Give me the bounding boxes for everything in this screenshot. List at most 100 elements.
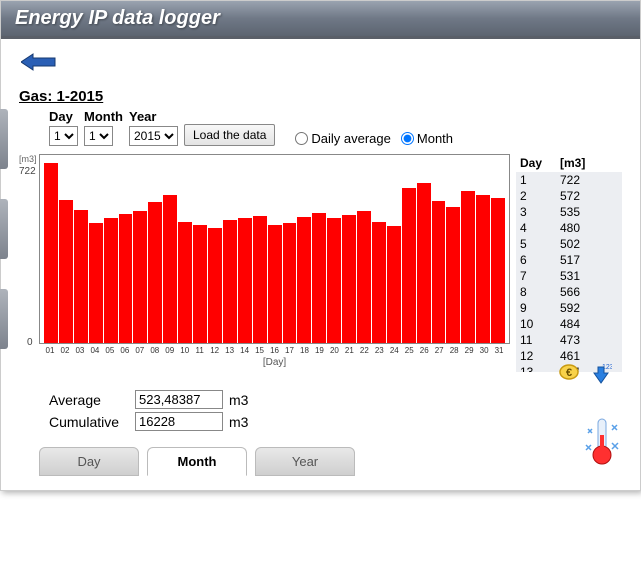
table-col-day: Day bbox=[520, 156, 560, 170]
cell-day: 7 bbox=[520, 269, 560, 283]
cell-value: 572 bbox=[560, 189, 580, 203]
x-tick: 18 bbox=[297, 346, 311, 355]
table-row: 8566 bbox=[516, 284, 622, 300]
side-decoration bbox=[0, 109, 8, 379]
x-tick: 02 bbox=[58, 346, 72, 355]
cell-value: 473 bbox=[560, 333, 580, 347]
page-subtitle: Gas: 1-2015 bbox=[19, 88, 622, 105]
export-icon[interactable]: 123 bbox=[590, 361, 612, 390]
chart-x-label: [Day] bbox=[39, 357, 510, 368]
x-tick: 28 bbox=[447, 346, 461, 355]
chart-y-min: 0 bbox=[27, 337, 33, 348]
chart-bar bbox=[163, 195, 177, 343]
bottom-tabs: Day Month Year bbox=[19, 437, 622, 490]
cell-value: 535 bbox=[560, 205, 580, 219]
table-row: 7531 bbox=[516, 268, 622, 284]
x-tick: 24 bbox=[387, 346, 401, 355]
x-tick: 03 bbox=[73, 346, 87, 355]
chart-bar bbox=[193, 225, 207, 343]
x-tick: 10 bbox=[178, 346, 192, 355]
average-value bbox=[135, 390, 223, 409]
chart-bar bbox=[223, 220, 237, 343]
x-tick: 19 bbox=[312, 346, 326, 355]
stats-block: Average m3 Cumulative m3 bbox=[49, 390, 622, 431]
cell-value: 480 bbox=[560, 221, 580, 235]
bar-chart: [m3] 722 0 01020304050607080910111213141… bbox=[19, 154, 510, 372]
tab-day[interactable]: Day bbox=[39, 447, 139, 476]
month-select[interactable]: 1 bbox=[84, 126, 113, 146]
chart-bar bbox=[357, 211, 371, 343]
year-label: Year bbox=[129, 109, 156, 124]
chart-bar bbox=[297, 217, 311, 343]
chart-bar bbox=[417, 183, 431, 343]
chart-bar bbox=[387, 226, 401, 343]
cell-value: 592 bbox=[560, 301, 580, 315]
chart-bar bbox=[178, 222, 192, 343]
x-tick: 05 bbox=[103, 346, 117, 355]
chart-y-max: 722 bbox=[19, 166, 36, 177]
x-tick: 26 bbox=[417, 346, 431, 355]
cell-day: 4 bbox=[520, 221, 560, 235]
chart-bar bbox=[402, 188, 416, 343]
load-data-button[interactable]: Load the data bbox=[184, 124, 275, 146]
x-tick: 27 bbox=[432, 346, 446, 355]
table-row: 10484 bbox=[516, 316, 622, 332]
x-tick: 23 bbox=[372, 346, 386, 355]
chart-bar bbox=[74, 210, 88, 343]
x-tick: 15 bbox=[253, 346, 267, 355]
chart-bar bbox=[342, 215, 356, 343]
table-row: 9592 bbox=[516, 300, 622, 316]
chart-bar bbox=[476, 195, 490, 343]
cell-day: 9 bbox=[520, 301, 560, 315]
action-icons: € 123 bbox=[558, 361, 612, 390]
x-tick: 17 bbox=[283, 346, 297, 355]
chart-bar bbox=[89, 223, 103, 343]
year-select[interactable]: 2015 bbox=[129, 126, 178, 146]
x-tick: 14 bbox=[238, 346, 252, 355]
cell-day: 3 bbox=[520, 205, 560, 219]
radio-month[interactable]: Month bbox=[401, 131, 453, 146]
back-arrow-icon[interactable] bbox=[21, 53, 57, 76]
x-tick: 04 bbox=[88, 346, 102, 355]
radio-month-input[interactable] bbox=[401, 132, 414, 145]
chart-bar bbox=[133, 211, 147, 343]
table-body[interactable]: 1722257235354480550265177531856695921048… bbox=[516, 172, 622, 372]
x-tick: 16 bbox=[268, 346, 282, 355]
chart-bar bbox=[44, 163, 58, 343]
month-label: Month bbox=[84, 109, 123, 124]
cell-value: 722 bbox=[560, 173, 580, 187]
tab-year[interactable]: Year bbox=[255, 447, 355, 476]
chart-bar bbox=[461, 191, 475, 343]
x-tick: 11 bbox=[193, 346, 207, 355]
table-row: 6517 bbox=[516, 252, 622, 268]
chart-x-axis: 0102030405060708091011121314151617181920… bbox=[39, 344, 510, 355]
thermometer-icon[interactable] bbox=[582, 415, 622, 472]
x-tick: 31 bbox=[492, 346, 506, 355]
table-row: 3535 bbox=[516, 204, 622, 220]
table-row: 5502 bbox=[516, 236, 622, 252]
cumulative-label: Cumulative bbox=[49, 414, 129, 430]
cell-value: 531 bbox=[560, 269, 580, 283]
chart-bar bbox=[327, 218, 341, 343]
chart-bar bbox=[446, 207, 460, 343]
chart-bar bbox=[253, 216, 267, 343]
coin-icon[interactable]: € bbox=[558, 361, 580, 390]
average-label: Average bbox=[49, 392, 129, 408]
chart-bar bbox=[283, 223, 297, 343]
radio-month-label: Month bbox=[417, 131, 453, 146]
table-row: 4480 bbox=[516, 220, 622, 236]
cumulative-value bbox=[135, 412, 223, 431]
chart-bar bbox=[104, 218, 118, 343]
radio-daily-label: Daily average bbox=[311, 131, 391, 146]
day-select[interactable]: 1 bbox=[49, 126, 78, 146]
chart-y-unit: [m3] bbox=[19, 154, 37, 164]
app-header: Energy IP data logger bbox=[1, 1, 640, 39]
chart-bar bbox=[238, 218, 252, 343]
x-tick: 08 bbox=[148, 346, 162, 355]
chart-bar bbox=[119, 214, 133, 343]
tab-month[interactable]: Month bbox=[147, 447, 247, 476]
radio-daily-input[interactable] bbox=[295, 132, 308, 145]
table-row: 2572 bbox=[516, 188, 622, 204]
cell-day: 5 bbox=[520, 237, 560, 251]
radio-daily-average[interactable]: Daily average bbox=[295, 131, 391, 146]
